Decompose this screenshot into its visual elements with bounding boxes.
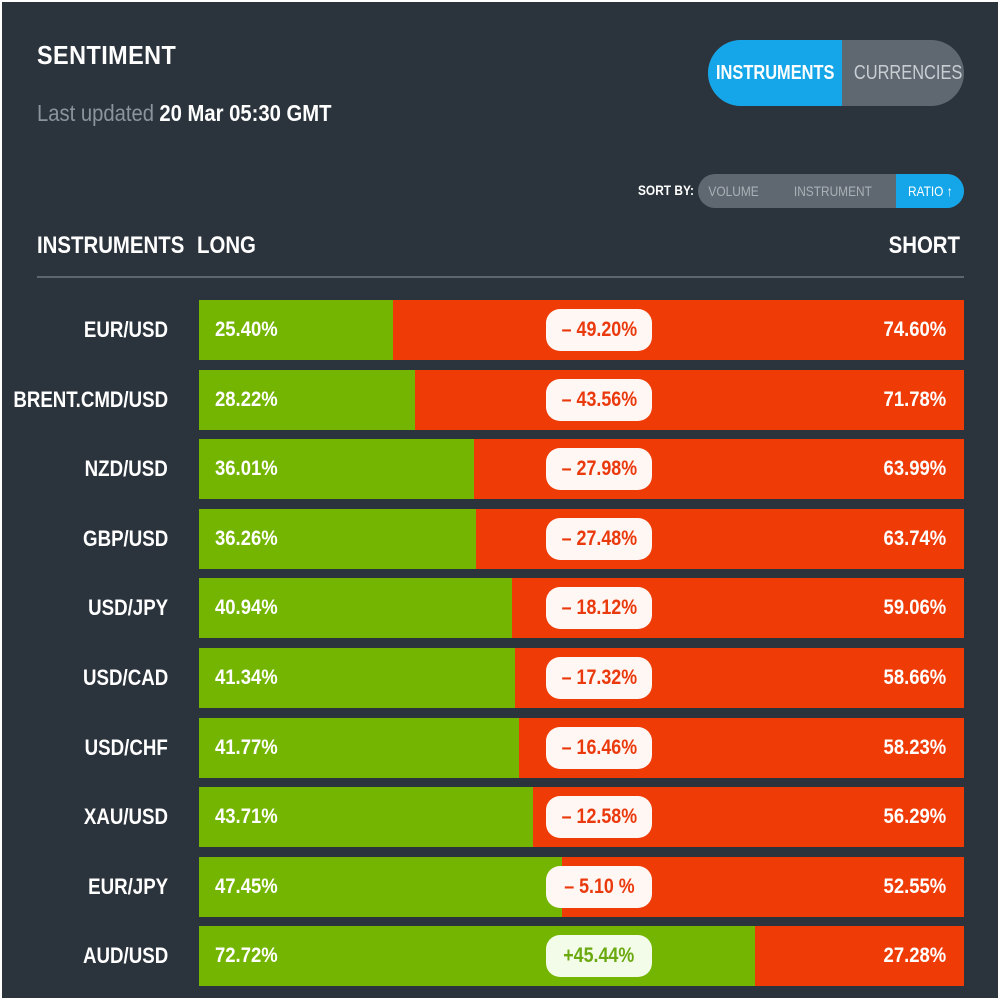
sort-volume-button[interactable]: VOLUME: [708, 183, 760, 199]
long-percent: 72.72%: [215, 944, 278, 968]
short-percent: 74.60%: [883, 318, 946, 341]
long-fill: [199, 856, 562, 917]
table-row[interactable]: GBP/USD 36.26% 63.74% – 27.48%: [2, 508, 1000, 569]
instruments-tab[interactable]: INSTRUMENTS: [708, 40, 842, 106]
long-percent: 25.40%: [215, 318, 278, 341]
difference-badge: – 16.46%: [546, 726, 652, 769]
sentiment-bar: 25.40% 74.60% – 49.20%: [199, 300, 964, 360]
instrument-name: XAU/USD: [83, 804, 168, 830]
sentiment-bar: 28.22% 71.78% – 43.56%: [199, 369, 964, 430]
short-column-header: SHORT: [888, 232, 960, 259]
long-percent: 41.77%: [215, 735, 278, 759]
sort-selector: VOLUME INSTRUMENT RATIO ↑: [698, 174, 964, 208]
table-row[interactable]: USD/CAD 41.34% 58.66% – 17.32%: [2, 647, 1000, 708]
long-percent: 40.94%: [215, 596, 278, 620]
table-row[interactable]: XAU/USD 43.71% 56.29% – 12.58%: [2, 787, 1000, 848]
long-fill: [199, 578, 513, 639]
table-row[interactable]: NZD/USD 36.01% 63.99% – 27.98%: [2, 439, 1000, 500]
long-percent: 41.34%: [215, 665, 278, 689]
short-percent: 71.78%: [883, 387, 946, 411]
difference-badge: – 17.32%: [546, 656, 652, 699]
long-fill: [199, 369, 415, 430]
last-updated: Last updated 20 Mar 05:30 GMT: [37, 100, 331, 127]
instrument-name: BRENT.CMD/USD: [13, 386, 168, 412]
instrument-name: GBP/USD: [82, 525, 168, 551]
difference-badge: – 43.56%: [546, 378, 652, 421]
sort-ratio-button[interactable]: RATIO ↑: [896, 174, 964, 208]
short-percent: 58.66%: [883, 665, 946, 689]
table-row[interactable]: AUD/USD 72.72% 27.28% +45.44%: [2, 926, 1000, 987]
long-fill: [199, 787, 534, 848]
long-fill: [199, 300, 394, 360]
instrument-name: EUR/JPY: [87, 873, 168, 899]
long-fill: [199, 717, 519, 778]
table-row[interactable]: USD/CHF 41.77% 58.23% – 16.46%: [2, 717, 1000, 778]
long-fill: [199, 439, 475, 500]
short-percent: 59.06%: [883, 596, 946, 620]
short-percent: 27.28%: [883, 944, 946, 968]
difference-badge: – 5.10 %: [546, 865, 652, 908]
sentiment-bar: 72.72% 27.28% +45.44%: [199, 926, 964, 987]
short-percent: 63.99%: [883, 457, 946, 481]
table-row[interactable]: USD/JPY 40.94% 59.06% – 18.12%: [2, 578, 1000, 639]
sentiment-table: EUR/USD 25.40% 74.60% – 49.20% BRENT.CMD/USD…: [2, 300, 1000, 996]
header-divider: [37, 276, 964, 278]
table-row[interactable]: EUR/USD 25.40% 74.60% – 49.20%: [2, 300, 1000, 360]
instrument-name: USD/CHF: [84, 734, 168, 760]
sort-by-label: SORT BY:: [638, 182, 694, 198]
sentiment-bar: 36.01% 63.99% – 27.98%: [199, 439, 964, 500]
view-toggle: INSTRUMENTS CURRENCIES: [708, 40, 964, 106]
sentiment-bar: 41.34% 58.66% – 17.32%: [199, 647, 964, 708]
long-percent: 47.45%: [215, 874, 278, 898]
sort-instrument-button[interactable]: INSTRUMENT: [793, 183, 873, 199]
last-updated-value: 20 Mar 05:30 GMT: [159, 100, 332, 126]
difference-badge: +45.44%: [546, 935, 652, 978]
instrument-name: NZD/USD: [84, 456, 168, 482]
long-percent: 36.01%: [215, 457, 278, 481]
difference-badge: – 12.58%: [546, 796, 652, 839]
sentiment-bar: 36.26% 63.74% – 27.48%: [199, 508, 964, 569]
difference-badge: – 27.98%: [546, 448, 652, 491]
difference-badge: – 49.20%: [546, 309, 652, 351]
page-title: SENTIMENT: [37, 40, 177, 70]
long-column-header: LONG: [197, 232, 256, 259]
long-fill: [199, 647, 516, 708]
sentiment-bar: 40.94% 59.06% – 18.12%: [199, 578, 964, 639]
difference-badge: – 27.48%: [546, 517, 652, 560]
short-percent: 63.74%: [883, 526, 946, 550]
long-fill: [199, 508, 477, 569]
instrument-name: AUD/USD: [82, 943, 168, 969]
short-percent: 56.29%: [883, 805, 946, 829]
currencies-tab[interactable]: CURRENCIES: [853, 61, 963, 84]
table-row[interactable]: EUR/JPY 47.45% 52.55% – 5.10 %: [2, 856, 1000, 917]
instrument-name: EUR/USD: [83, 317, 168, 342]
sentiment-bar: 41.77% 58.23% – 16.46%: [199, 717, 964, 778]
long-fill: [199, 926, 756, 987]
sentiment-bar: 47.45% 52.55% – 5.10 %: [199, 856, 964, 917]
long-percent: 43.71%: [215, 805, 278, 829]
difference-badge: – 18.12%: [546, 587, 652, 630]
long-percent: 36.26%: [215, 526, 278, 550]
short-percent: 52.55%: [883, 874, 946, 898]
instrument-name: USD/JPY: [87, 595, 168, 621]
sentiment-bar: 43.71% 56.29% – 12.58%: [199, 787, 964, 848]
instrument-name: USD/CAD: [82, 664, 168, 690]
short-percent: 58.23%: [883, 735, 946, 759]
last-updated-label: Last updated: [37, 100, 155, 126]
instruments-column-header: INSTRUMENTS: [37, 232, 185, 259]
table-row[interactable]: BRENT.CMD/USD 28.22% 71.78% – 43.56%: [2, 369, 1000, 430]
long-percent: 28.22%: [215, 387, 278, 411]
